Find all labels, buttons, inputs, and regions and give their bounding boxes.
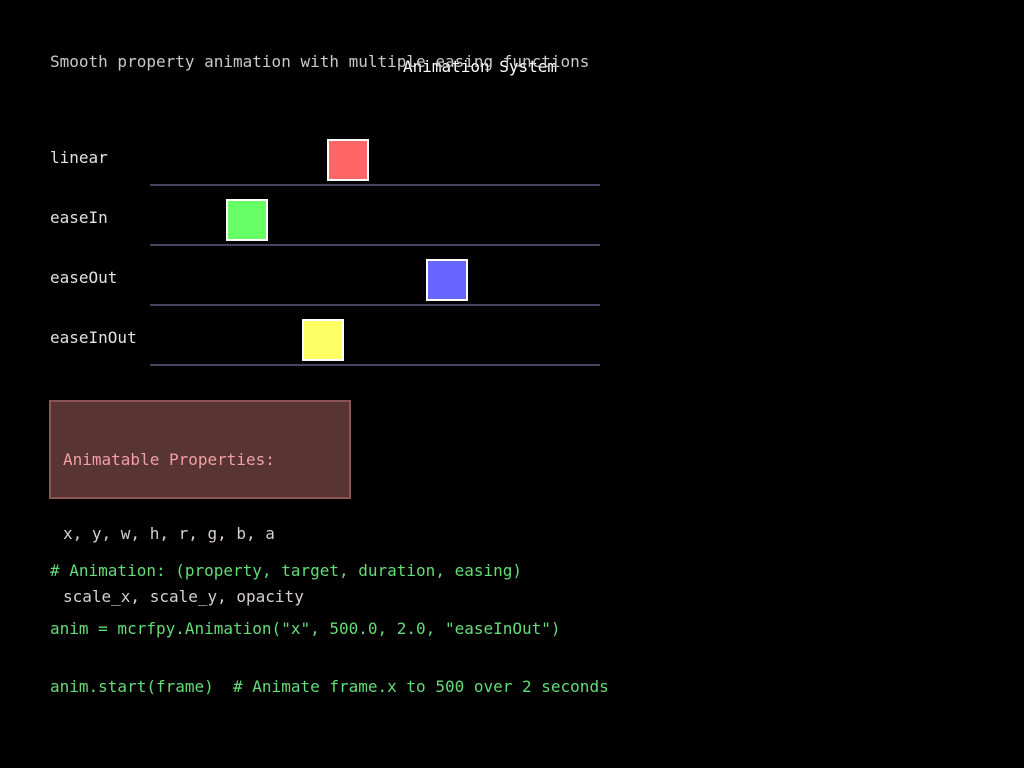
easing-label-easeout: easeOut xyxy=(50,268,118,287)
easing-track-linear xyxy=(150,184,600,186)
easing-row-easein: easeIn xyxy=(0,185,1024,246)
easing-row-linear: linear xyxy=(0,125,1024,186)
properties-panel: Animatable Properties: x, y, w, h, r, g,… xyxy=(49,400,351,606)
code-line-comment: # Animation: (property, target, duration… xyxy=(50,561,523,580)
easing-square-easein xyxy=(226,199,268,241)
easing-label-linear: linear xyxy=(50,148,108,167)
easing-track-easein xyxy=(150,244,600,246)
easing-label-easeinout: easeInOut xyxy=(50,328,137,347)
code-block: # Animation: (property, target, duration… xyxy=(50,523,609,735)
easing-square-easeout xyxy=(426,259,468,301)
easing-track-easeinout xyxy=(150,364,600,366)
properties-line: x, y, w, h, r, g, b, a xyxy=(63,524,275,543)
easing-row-easeout: easeOut xyxy=(0,245,1024,306)
code-line-animation: anim = mcrfpy.Animation("x", 500.0, 2.0,… xyxy=(50,619,561,638)
easing-square-easeinout xyxy=(302,319,344,361)
easing-label-easein: easeIn xyxy=(50,208,108,227)
easing-track-easeout xyxy=(150,304,600,306)
page-subtitle: Smooth property animation with multiple … xyxy=(50,52,590,71)
easing-row-easeinout: easeInOut xyxy=(0,305,1024,366)
easing-square-linear xyxy=(327,139,369,181)
code-line-start: anim.start(frame) # Animate frame.x to 5… xyxy=(50,677,609,696)
properties-panel-title: Animatable Properties: xyxy=(63,450,275,469)
page-title: Animation System xyxy=(402,57,558,76)
properties-line: scale_x, scale_y, opacity xyxy=(63,587,304,606)
